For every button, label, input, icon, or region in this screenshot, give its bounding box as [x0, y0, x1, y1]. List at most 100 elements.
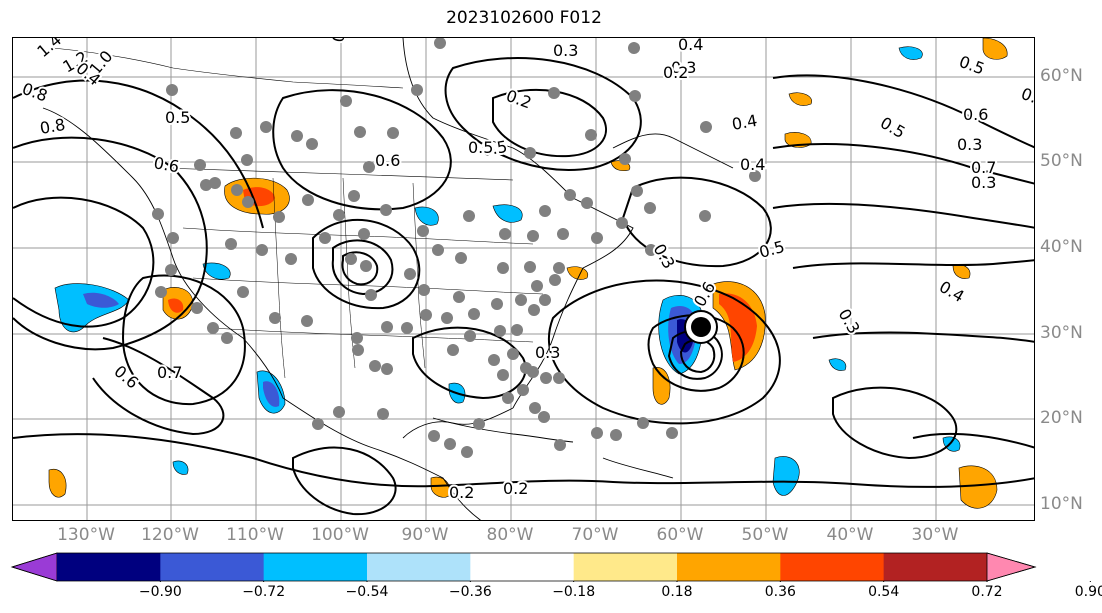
contour-label-halo: 0.6: [375, 151, 400, 170]
contour-label-halo: 0.6: [963, 105, 988, 124]
contour-label-halo: 0.3: [328, 38, 351, 44]
contour-label: 0.6: [110, 362, 142, 393]
colorbar-segment: [367, 553, 471, 581]
negative-anomaly-patch: [54, 283, 130, 333]
contour-label: 0.5: [468, 138, 493, 157]
negative-anomaly-patch: [172, 460, 189, 475]
contour-label-halo: 0.3: [971, 173, 996, 192]
colorbar-segment: [263, 553, 368, 581]
contour-label-halo: 0.2: [503, 479, 528, 498]
contour-label: 0.7: [971, 158, 996, 177]
positive-anomaly-patch: [652, 367, 671, 405]
map-title: 2023102600 F012: [446, 8, 602, 28]
colorbar-tick-label: −0.18: [552, 584, 596, 600]
contour-label-halo: 0.5: [468, 138, 493, 157]
latitude-label: 30°N: [1040, 323, 1083, 343]
contour-label: 0.4: [730, 111, 758, 134]
latitude-label: 20°N: [1040, 408, 1083, 428]
contour-label: 0.5: [957, 52, 987, 79]
contour-label: 0.3: [535, 343, 560, 362]
colorbar-tick-label: 0.54: [868, 584, 900, 600]
colorbar-segment: [677, 553, 781, 581]
contour-label-halo: 0.5: [165, 108, 190, 127]
contour-label: 0.5: [165, 108, 190, 127]
negative-anomaly-patch: [414, 206, 439, 226]
positive-anomaly-patch: [566, 266, 589, 280]
colorbar-tick-label: −0.36: [448, 584, 492, 600]
colorbar-border: [11, 552, 1037, 582]
longitude-label: 130°W: [57, 525, 115, 545]
contour-label: 0.2: [503, 479, 528, 498]
contour-label-halo: 0.7: [157, 363, 182, 382]
positive-anomaly-patch: [168, 298, 184, 313]
contour-label: 0.3: [328, 38, 351, 44]
latitude-label: 40°N: [1040, 237, 1083, 257]
negative-anomaly-patch: [772, 456, 800, 496]
contour-label: 0.5: [877, 113, 909, 142]
contour-label-halo: 0.3: [671, 58, 696, 77]
contour-label: 0.2: [663, 63, 688, 82]
longitude-label: 90°W: [401, 525, 449, 545]
contour-label: 1.4: [33, 38, 65, 61]
contour-label-halo: 0.4: [740, 155, 765, 174]
contour-label-halo: 0.2: [449, 483, 474, 502]
longitude-label: 80°W: [486, 525, 534, 545]
contour-label: 0.5: [480, 137, 508, 160]
contour-label: 0.8: [38, 115, 66, 138]
latitude-label: 10°N: [1040, 494, 1083, 514]
positive-anomaly-patch: [430, 476, 451, 498]
negative-anomaly-patch: [83, 292, 119, 308]
latitude-label: 50°N: [1040, 151, 1083, 171]
colorbar-tick-label: −0.90: [138, 584, 182, 600]
colorbar-segment: [160, 553, 265, 581]
contour-label-halo: 0.8: [38, 115, 66, 138]
longitude-label: 30°W: [911, 525, 959, 545]
colorbar-tick-label: 0.90: [1074, 584, 1102, 600]
colorbar-tick-label: 0.72: [971, 584, 1003, 600]
station-markers: [152, 38, 761, 458]
longitude-label: 120°W: [141, 525, 199, 545]
positive-anomaly-patch: [952, 264, 971, 279]
colorbar-tick-label: 0.36: [764, 584, 796, 600]
contour-label: 0.7: [1019, 84, 1035, 111]
map-panel: 1.4 1.4 1.2 1.2 1.0 1.0 0.8 0.8 0.8 0.8 0.5 0.5 0.6 0…: [12, 37, 1035, 521]
contour-label-halo: 0.3: [535, 343, 560, 362]
negative-anomaly-patch: [492, 204, 523, 223]
negative-anomaly-patch: [202, 262, 231, 280]
contour-label: 0.8: [20, 79, 50, 106]
colorbar: [10, 552, 1091, 582]
lat-lon-grid: [13, 38, 1034, 520]
positive-anomaly-patch: [958, 465, 998, 509]
contour-label: 0.3: [553, 41, 578, 60]
cyclone-center-marker: [684, 310, 718, 344]
contour-label: 0.2: [449, 483, 474, 502]
colorbar-extend-low: [10, 552, 58, 582]
contour-label-halo: 0.2: [663, 63, 688, 82]
contour-label-halo: 0.6: [152, 153, 180, 176]
contour-label: 0.3: [971, 173, 996, 192]
contour-label-halo: 0.4: [678, 38, 703, 54]
negative-anomaly-patch: [828, 358, 847, 371]
contour-label-halo: 0.3: [553, 41, 578, 60]
positive-anomaly-patch: [48, 468, 67, 498]
contour-label: 0.3: [671, 58, 696, 77]
contour-label: 0.6: [152, 153, 180, 176]
contour-label-halo: 0.3: [957, 135, 982, 154]
positive-anomaly-patch: [788, 92, 812, 106]
colorbar-extend-high: [986, 552, 1037, 582]
negative-anomaly-patch: [263, 381, 280, 407]
coastlines-and-borders: [42, 38, 734, 520]
map-canvas: 1.41.41.21.21.01.00.80.80.80.8 0.50.50.60…: [13, 38, 1035, 520]
contour-label: 0.6: [963, 105, 988, 124]
contour-label: 0.4: [740, 155, 765, 174]
contour-label: 0.7: [157, 363, 182, 382]
colorbar-segment: [883, 553, 988, 581]
colorbar-tick-label: −0.54: [345, 584, 389, 600]
negative-anomaly-patch: [942, 436, 961, 452]
contour-label: 0.3: [957, 135, 982, 154]
longitude-label: 60°W: [656, 525, 704, 545]
contour-label-halo: 0.7: [971, 158, 996, 177]
longitude-label: 40°W: [826, 525, 874, 545]
colorbar-tick-label: −0.72: [242, 584, 286, 600]
contour-label: 0.4: [936, 277, 968, 306]
